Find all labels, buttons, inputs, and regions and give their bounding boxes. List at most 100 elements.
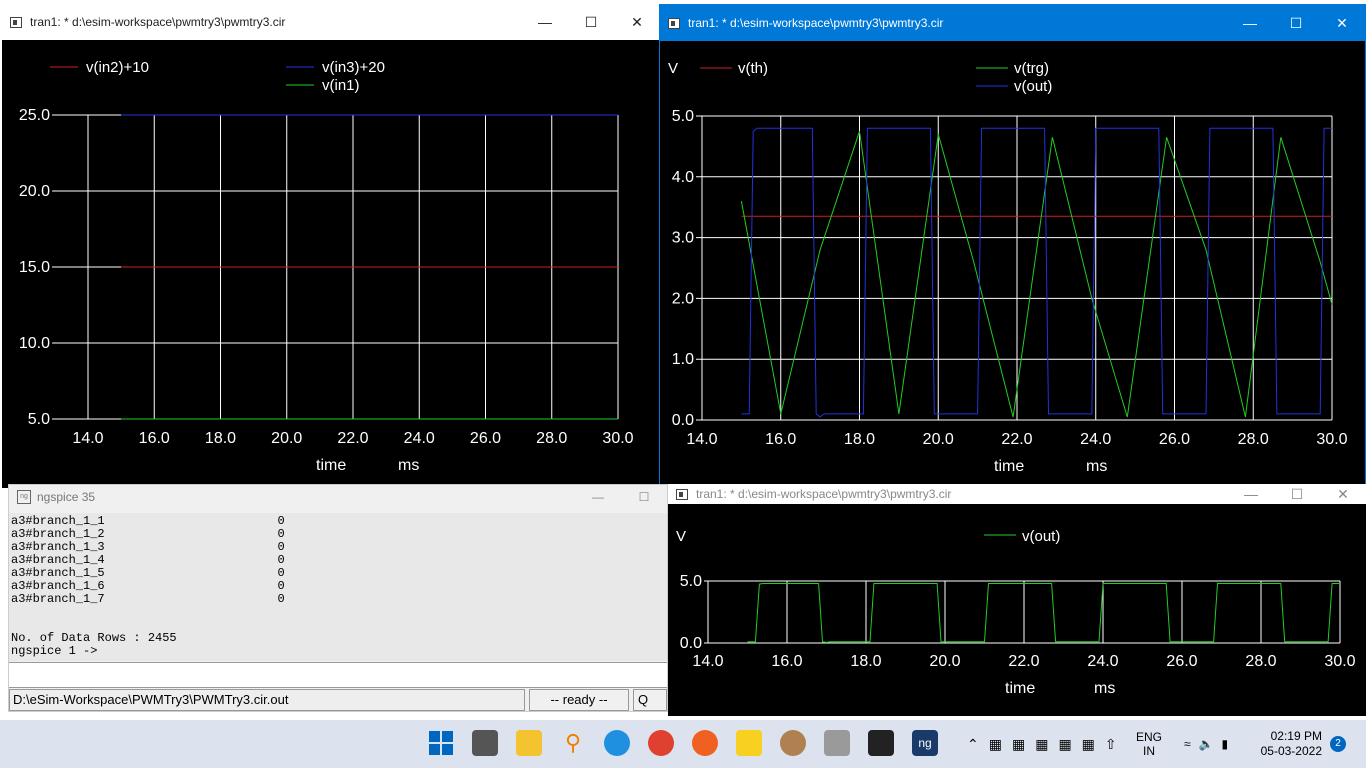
plot-window-3[interactable]: tran1: * d:\esim-workspace\pwmtry3\pwmtr…: [668, 484, 1366, 716]
plot-window-1[interactable]: tran1: * d:\esim-workspace\pwmtry3\pwmtr…: [2, 4, 660, 488]
window-title: tran1: * d:\esim-workspace\pwmtry3\pwmtr…: [30, 15, 286, 29]
minimize-button[interactable]: —: [538, 14, 552, 30]
x-axis-unit: ms: [398, 457, 419, 474]
console-output: a3#branch_1_1 0 a3#branch_1_2 0 a3#branch_…: [9, 513, 667, 661]
volume-icon: 🔈: [1198, 737, 1214, 751]
y-tick-label: 0.0: [680, 635, 702, 652]
y-tick-label: 15.0: [19, 259, 50, 276]
language-code: ENG: [1136, 730, 1163, 744]
notification-badge[interactable]: 2: [1330, 720, 1346, 768]
titlebar[interactable]: tran1: * d:\esim-workspace\pwmtry3\pwmtr…: [668, 484, 1366, 504]
system-tray: ⌃ ▦ ▦ ▦ ▦ ▦ ⇧: [962, 720, 1122, 768]
notification-count: 2: [1330, 736, 1346, 752]
y-tick-label: 20.0: [19, 183, 50, 200]
y-tick-label: 5.0: [28, 411, 50, 428]
legend-label: v(out): [1014, 78, 1052, 95]
tray-icon[interactable]: ⇧: [1104, 735, 1117, 752]
x-tick-label: 22.0: [1008, 653, 1039, 670]
sticky-notes-icon[interactable]: [736, 730, 762, 756]
esim-icon[interactable]: [824, 730, 850, 756]
chevron-up-icon[interactable]: ⌃: [967, 735, 979, 752]
brave-icon[interactable]: [692, 730, 718, 756]
y-tick-label: 0.0: [672, 412, 694, 429]
maximize-button[interactable]: ☐: [1290, 485, 1304, 502]
tray-icon[interactable]: ▦: [1081, 735, 1095, 752]
x-axis-unit: ms: [1086, 458, 1107, 475]
language-indicator[interactable]: ENG IN: [1136, 720, 1162, 768]
x-tick-label: 20.0: [271, 430, 302, 447]
console-line: [11, 606, 665, 619]
legend-label: v(in2)+10: [86, 59, 149, 76]
x-tick-label: 14.0: [72, 430, 103, 447]
status-path: D:\eSim-Workspace\PWMTry3\PWMTry3.cir.ou…: [9, 689, 525, 711]
console-line: a3#branch_1_2 0: [11, 527, 285, 541]
edge-icon[interactable]: [604, 730, 630, 756]
tray-icon[interactable]: ▦: [1058, 735, 1072, 752]
quit-button[interactable]: Q: [633, 689, 667, 711]
close-button[interactable]: ✕: [1336, 14, 1348, 31]
app-icon[interactable]: [780, 730, 806, 756]
close-button[interactable]: ✕: [631, 13, 643, 30]
console-input[interactable]: [9, 662, 667, 688]
plot-area[interactable]: v(in2)+10 v(in3)+20 v(in1) 25.0 20.0 15.0 1…: [2, 40, 660, 488]
terminal-icon[interactable]: [868, 730, 894, 756]
maximize-button[interactable]: ☐: [584, 13, 598, 30]
x-tick-label: 22.0: [337, 430, 368, 447]
y-tick-label: 3.0: [672, 230, 694, 247]
tray-icon[interactable]: ▦: [1011, 735, 1026, 752]
chrome-icon[interactable]: [648, 730, 674, 756]
x-tick-label: 28.0: [1238, 431, 1269, 448]
tray-icon[interactable]: ▦: [1035, 735, 1049, 752]
x-tick-label: 14.0: [692, 653, 723, 670]
x-tick-label: 18.0: [850, 653, 881, 670]
x-tick-label: 28.0: [536, 430, 567, 447]
task-view-icon[interactable]: [472, 730, 498, 756]
console-statusbar: D:\eSim-Workspace\PWMTry3\PWMTry3.cir.ou…: [9, 689, 667, 711]
x-axis-label: time: [1005, 680, 1035, 697]
minimize-button[interactable]: —: [592, 490, 604, 504]
tray-icon[interactable]: ▦: [988, 735, 1002, 752]
titlebar[interactable]: tran1: * d:\esim-workspace\pwmtry3\pwmtr…: [660, 5, 1365, 41]
x-tick-label: 24.0: [1087, 653, 1118, 670]
x-tick-label: 18.0: [844, 431, 875, 448]
x-tick-label: 24.0: [1080, 431, 1111, 448]
series-line: [747, 583, 1340, 643]
plot-area[interactable]: V v(th) v(trg) v(out) 5.0 4.0 3.0 2.0 1.0 0.0…: [660, 41, 1365, 487]
y-axis-label: V: [676, 528, 686, 545]
x-tick-label: 22.0: [1001, 431, 1032, 448]
file-explorer-icon[interactable]: [516, 730, 542, 756]
minimize-button[interactable]: —: [1244, 486, 1258, 502]
console-line: a3#branch_1_5 0: [11, 566, 285, 580]
ngspice-icon: ng: [17, 490, 31, 504]
x-tick-label: 30.0: [1316, 431, 1347, 448]
console-line: a3#branch_1_7 0: [11, 592, 285, 606]
legend-label: v(trg): [1014, 60, 1049, 77]
ngspice-console-window[interactable]: ng ngspice 35 — ☐ a3#branch_1_1 0 a3#bran…: [8, 484, 668, 712]
ngspice-icon[interactable]: ng: [912, 730, 938, 756]
maximize-button[interactable]: ☐: [1289, 14, 1303, 31]
close-button[interactable]: ✕: [1337, 485, 1349, 502]
maximize-button[interactable]: ☐: [638, 490, 650, 504]
console-line: No. of Data Rows : 2455: [11, 631, 177, 645]
minimize-button[interactable]: —: [1243, 15, 1257, 31]
plot-window-2[interactable]: tran1: * d:\esim-workspace\pwmtry3\pwmtr…: [659, 4, 1366, 488]
series-line: [740, 131, 1333, 418]
battery-icon: ▮: [1221, 737, 1229, 751]
window-title: tran1: * d:\esim-workspace\pwmtry3\pwmtr…: [696, 487, 952, 501]
x-tick-label: 20.0: [929, 653, 960, 670]
console-line: a3#branch_1_3 0: [11, 540, 285, 554]
x-axis-label: time: [994, 458, 1024, 475]
search-icon[interactable]: ⚲: [564, 730, 582, 755]
x-tick-label: 16.0: [139, 430, 170, 447]
legend-label: v(out): [1022, 528, 1060, 545]
x-tick-label: 26.0: [1159, 431, 1190, 448]
titlebar[interactable]: tran1: * d:\esim-workspace\pwmtry3\pwmtr…: [2, 4, 660, 40]
plot-area[interactable]: V v(out) 5.0 0.0 14.0 16.0 18.0 20.0 22.0 24.0…: [668, 504, 1366, 716]
clock[interactable]: 02:19 PM 05-03-2022: [1256, 720, 1322, 768]
y-axis-label: V: [668, 60, 678, 77]
start-icon[interactable]: [428, 730, 454, 756]
app-icon: [676, 488, 688, 500]
console-titlebar[interactable]: ng ngspice 35 — ☐: [9, 485, 667, 509]
x-tick-label: 30.0: [602, 430, 633, 447]
status-icons[interactable]: ≈ 🔈 ▮: [1180, 720, 1232, 768]
